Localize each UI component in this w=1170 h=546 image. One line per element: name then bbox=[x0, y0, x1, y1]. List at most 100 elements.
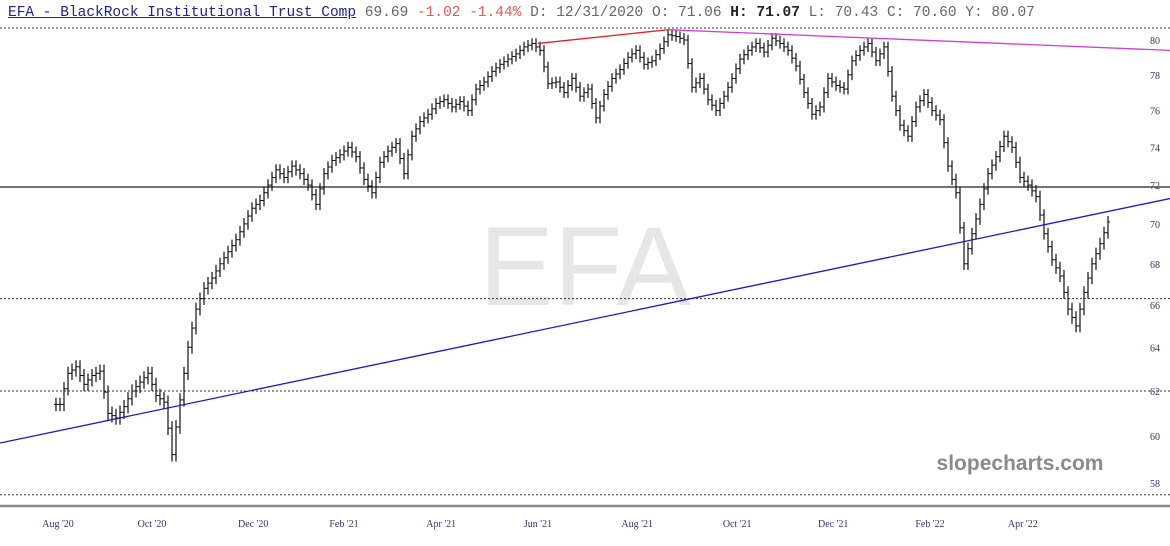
ohlc-bar bbox=[526, 40, 530, 53]
ohlc-bar bbox=[362, 162, 366, 186]
y-tick-label: 64 bbox=[1150, 343, 1160, 354]
ohlc-bar bbox=[818, 101, 822, 117]
ohlc-bar bbox=[434, 98, 438, 115]
ohlc-bar bbox=[386, 145, 390, 163]
y-tick-label: 74 bbox=[1150, 143, 1160, 154]
ohlc-bar bbox=[722, 90, 726, 109]
ohlc-bar bbox=[166, 395, 170, 435]
ohlc-bar bbox=[426, 108, 430, 124]
ohlc-bar bbox=[186, 340, 190, 380]
ohlc-bar bbox=[306, 173, 310, 191]
ohlc-bar bbox=[618, 64, 622, 80]
ohlc-bar bbox=[758, 38, 762, 53]
x-tick-label: Dec '20 bbox=[238, 519, 268, 530]
ohlc-bar bbox=[550, 77, 554, 90]
ohlc-bar bbox=[886, 41, 890, 77]
ohlc-bar bbox=[318, 183, 322, 211]
ohlc-bar bbox=[522, 41, 526, 56]
ohlc-bar bbox=[570, 73, 574, 91]
ohlc-bars bbox=[54, 29, 1110, 462]
ohlc-bar bbox=[438, 96, 442, 109]
ohlc-bar bbox=[666, 29, 670, 47]
ohlc-bar bbox=[94, 366, 98, 383]
ohlc-bar bbox=[226, 245, 230, 264]
ohlc-bar bbox=[218, 257, 222, 278]
ohlc-bar bbox=[534, 38, 538, 53]
ohlc-bar bbox=[846, 69, 850, 95]
ohlc-bar bbox=[126, 392, 130, 414]
date-readout: D: 12/31/2020 bbox=[530, 5, 644, 21]
price-change-pct: -1.44% bbox=[469, 5, 522, 21]
y-tick-label: 78 bbox=[1150, 71, 1160, 82]
low-readout: L: 70.43 bbox=[808, 5, 879, 21]
ohlc-bar bbox=[614, 68, 618, 84]
x-tick-label: Apr '21 bbox=[426, 519, 456, 530]
ohlc-bar bbox=[454, 98, 458, 113]
symbol-title-link[interactable]: EFA - BlackRock Institutional Trust Comp bbox=[8, 5, 357, 21]
ohlc-bar bbox=[274, 164, 278, 184]
ohlc-bar bbox=[998, 140, 1002, 163]
ohlc-bar bbox=[862, 41, 866, 56]
ohlc-bar bbox=[750, 41, 754, 56]
ohlc-bar bbox=[594, 98, 598, 124]
ohlc-bar bbox=[1002, 130, 1006, 153]
ohlc-bar bbox=[546, 61, 550, 90]
ohlc-bar bbox=[1022, 171, 1026, 187]
ohlc-bar bbox=[726, 81, 730, 102]
ohlc-bar bbox=[254, 198, 258, 215]
ohlc-bar bbox=[654, 49, 658, 67]
ohlc-bar bbox=[662, 36, 666, 54]
ohlc-bar bbox=[134, 379, 138, 398]
ohlc-bar bbox=[850, 55, 854, 81]
ohlc-bar bbox=[782, 38, 786, 53]
x-tick-label: Oct '21 bbox=[723, 519, 752, 530]
ohlc-bar bbox=[1086, 271, 1090, 299]
ohlc-bar bbox=[918, 95, 922, 113]
ohlc-bar bbox=[766, 40, 770, 58]
ohlc-bar bbox=[762, 42, 766, 58]
ohlc-bar bbox=[90, 368, 94, 387]
ohlc-bar bbox=[234, 233, 238, 252]
ohlc-bar bbox=[810, 98, 814, 120]
ohlc-bar bbox=[558, 76, 562, 93]
ohlc-bar bbox=[130, 384, 134, 406]
ohlc-bar bbox=[698, 73, 702, 89]
x-tick-label: Oct '20 bbox=[138, 519, 167, 530]
ohlc-bar bbox=[1102, 226, 1106, 250]
ohlc-bar bbox=[62, 382, 66, 412]
red-rising-top-trendline bbox=[537, 29, 669, 45]
ohlc-bar bbox=[270, 171, 274, 191]
ohlc-bar bbox=[882, 41, 886, 60]
ohlc-bar bbox=[394, 138, 398, 153]
y-tick-label: 76 bbox=[1150, 107, 1160, 118]
ohlc-bar bbox=[74, 360, 78, 377]
ohlc-bar bbox=[402, 152, 406, 180]
ohlc-bar bbox=[542, 45, 546, 73]
ohlc-bar bbox=[1090, 257, 1094, 285]
y-tick-label: 68 bbox=[1150, 260, 1160, 271]
ohlc-bar bbox=[1106, 216, 1110, 239]
ohlc-bar bbox=[866, 38, 870, 53]
ohlc-bar bbox=[642, 52, 646, 70]
ohlc-bar bbox=[478, 80, 482, 95]
ohlc-bar bbox=[514, 48, 518, 62]
ohlc-bar bbox=[842, 81, 846, 95]
ohlc-bar bbox=[946, 137, 950, 172]
ohlc-bar bbox=[538, 41, 542, 56]
ohlc-bar bbox=[174, 420, 178, 462]
ohlc-bar bbox=[258, 194, 262, 211]
ohlc-bar bbox=[1030, 179, 1034, 197]
ohlc-bar bbox=[834, 76, 838, 91]
ohlc-bar bbox=[1050, 240, 1054, 266]
ohlc-bar bbox=[182, 366, 186, 407]
ohlc-bar bbox=[138, 375, 142, 394]
ohlc-bar bbox=[466, 100, 470, 117]
ohlc-bar bbox=[170, 421, 174, 462]
ohlc-bar bbox=[686, 34, 690, 69]
ohlc-bar bbox=[398, 138, 402, 165]
ohlc-bar bbox=[1078, 302, 1082, 333]
y-tick-label: 70 bbox=[1150, 220, 1160, 231]
y-tick-label: 80 bbox=[1150, 36, 1160, 47]
ohlc-bar bbox=[610, 73, 614, 92]
